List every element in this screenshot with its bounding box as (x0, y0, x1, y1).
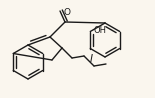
Text: O: O (63, 8, 70, 16)
Text: I: I (90, 54, 93, 64)
Text: OH: OH (93, 26, 106, 35)
